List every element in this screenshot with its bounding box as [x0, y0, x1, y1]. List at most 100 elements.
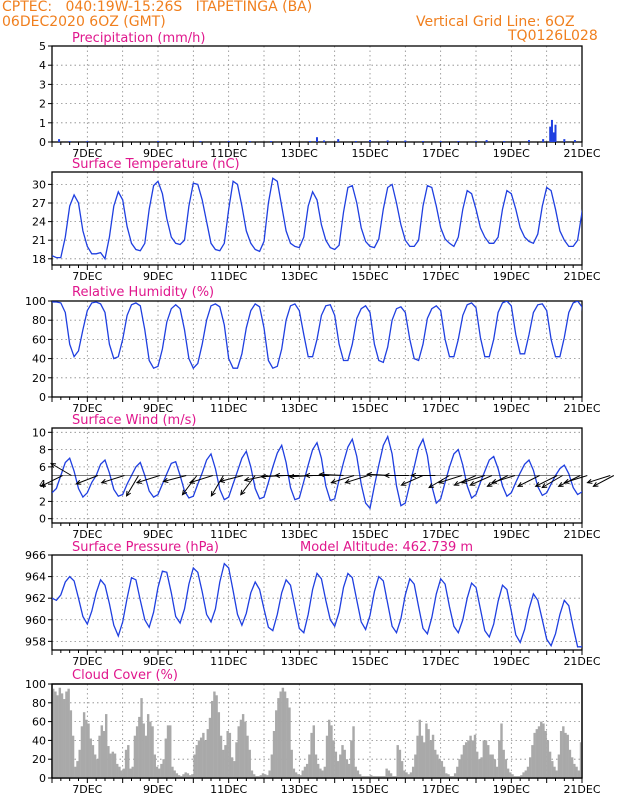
cloud-bar — [345, 759, 349, 778]
cloud-bar — [270, 754, 274, 778]
wind-arrow — [189, 475, 213, 484]
wind-arrowhead — [490, 478, 498, 484]
precip-bar — [58, 139, 61, 142]
wind-xtick-label: 7DEC — [72, 528, 102, 541]
cloud-bar — [469, 735, 472, 778]
cloud-bar — [301, 770, 304, 778]
cloud-bar — [259, 775, 262, 778]
cloud-bar — [354, 766, 357, 778]
cloud-bar — [235, 742, 238, 778]
cloud-bar — [438, 759, 441, 778]
precip-ytick-label: 3 — [39, 78, 46, 91]
cloud-bar — [69, 710, 73, 778]
cloud-bar — [177, 775, 181, 778]
wind-arrow — [126, 475, 139, 497]
cloud-frame-overlay — [51, 683, 583, 779]
cloud-bar — [153, 754, 156, 778]
wind-arrowhead — [304, 472, 311, 479]
cloud-bar — [478, 759, 481, 778]
wind-arrowhead — [210, 490, 216, 497]
cloud-bar — [144, 735, 148, 778]
cloud-bar — [140, 698, 143, 778]
wind-arrowhead — [534, 482, 541, 487]
wind-arrowhead — [318, 471, 325, 478]
cloud-bar — [480, 757, 483, 778]
rh-ytick-label: 60 — [32, 333, 46, 346]
cloud-bar — [504, 759, 508, 778]
cloud-bar — [312, 725, 315, 778]
precip-ytick-label: 5 — [39, 40, 46, 53]
wind-arrowhead — [486, 481, 493, 487]
rh-ytick-label: 40 — [32, 353, 46, 366]
wind-arrowhead — [469, 480, 476, 486]
precip-bar — [354, 141, 357, 142]
cloud-bar — [491, 754, 494, 778]
cloud-xtick-label: 9DEC — [143, 783, 173, 796]
wind-xtick-label: 21DEC — [563, 528, 600, 541]
cloud-title: Cloud Cover (%) — [72, 668, 178, 683]
cloud-bar — [266, 775, 269, 778]
rh-xtick-label: 13DEC — [281, 402, 318, 415]
cloud-bar — [146, 714, 150, 778]
cloud-bar — [464, 742, 468, 778]
temp-series-line — [52, 177, 582, 261]
cloud-bar — [206, 729, 209, 778]
cloud-bar — [118, 766, 121, 778]
precip-xtick-label: 11DEC — [210, 147, 247, 160]
cloud-bar — [609, 773, 611, 778]
cloud-bar — [381, 776, 384, 778]
header-line2: 06DEC2020 6OZ (GMT) — [2, 14, 166, 30]
cloud-bar — [325, 735, 329, 778]
pres-ytick-label: 958 — [25, 635, 46, 648]
cloud-bar — [529, 757, 532, 778]
cloud-bar — [613, 736, 615, 778]
cloud-bar — [423, 742, 426, 778]
cloud-bar — [361, 776, 364, 778]
temp-title: Surface Temperature (nC) — [72, 157, 240, 172]
cloud-bar — [602, 773, 604, 778]
pres-ytick-label: 966 — [25, 549, 46, 562]
cloud-bar — [107, 746, 110, 778]
rh-ytick-label: 100 — [25, 295, 46, 308]
wind-arrow — [345, 475, 369, 484]
precip-bar — [68, 141, 71, 142]
cloud-xtick-label: 19DEC — [493, 783, 530, 796]
temp-ytick-label: 21 — [32, 234, 46, 247]
cloud-bar — [294, 772, 298, 778]
cloud-bar — [275, 710, 278, 778]
wind-arrowhead — [260, 473, 266, 480]
wind-arrowhead — [453, 480, 460, 486]
pres-xtick-label: 7DEC — [72, 655, 102, 668]
precip-bar — [386, 140, 389, 142]
cloud-bar — [383, 776, 386, 778]
cloud-bar — [281, 687, 285, 778]
cloud-bar — [526, 766, 530, 778]
cloud-bar — [193, 754, 196, 778]
cloud-bar — [489, 754, 492, 778]
rh-xtick-label: 17DEC — [422, 402, 459, 415]
cloud-bar — [74, 766, 77, 778]
cloud-bar — [589, 689, 591, 778]
cloud-bar — [557, 754, 561, 778]
cloud-bar — [164, 738, 168, 778]
wind-arrowhead — [437, 478, 445, 484]
cloud-bar — [559, 731, 563, 778]
cloud-bar — [431, 734, 435, 778]
wind-arrowhead — [135, 478, 142, 484]
cloud-bar — [537, 726, 541, 778]
precip-bars — [58, 119, 576, 142]
cloud-bar — [283, 691, 287, 778]
header-code: TQ0126L028 — [508, 28, 598, 44]
wind-arrow — [593, 475, 615, 487]
wind-arrowhead — [50, 462, 57, 468]
pres-subtitle: Model Altitude: 462.739 m — [300, 540, 473, 555]
cloud-bar — [93, 754, 97, 778]
pres-xtick-label: 15DEC — [351, 655, 388, 668]
wind-arrow — [517, 475, 540, 487]
precip-xtick-label: 17DEC — [422, 147, 459, 160]
wind-ytick-label: 2 — [39, 495, 46, 508]
cloud-bar — [330, 725, 333, 778]
rh-ytick-label: 80 — [32, 314, 46, 327]
cloud-bar — [378, 776, 382, 778]
